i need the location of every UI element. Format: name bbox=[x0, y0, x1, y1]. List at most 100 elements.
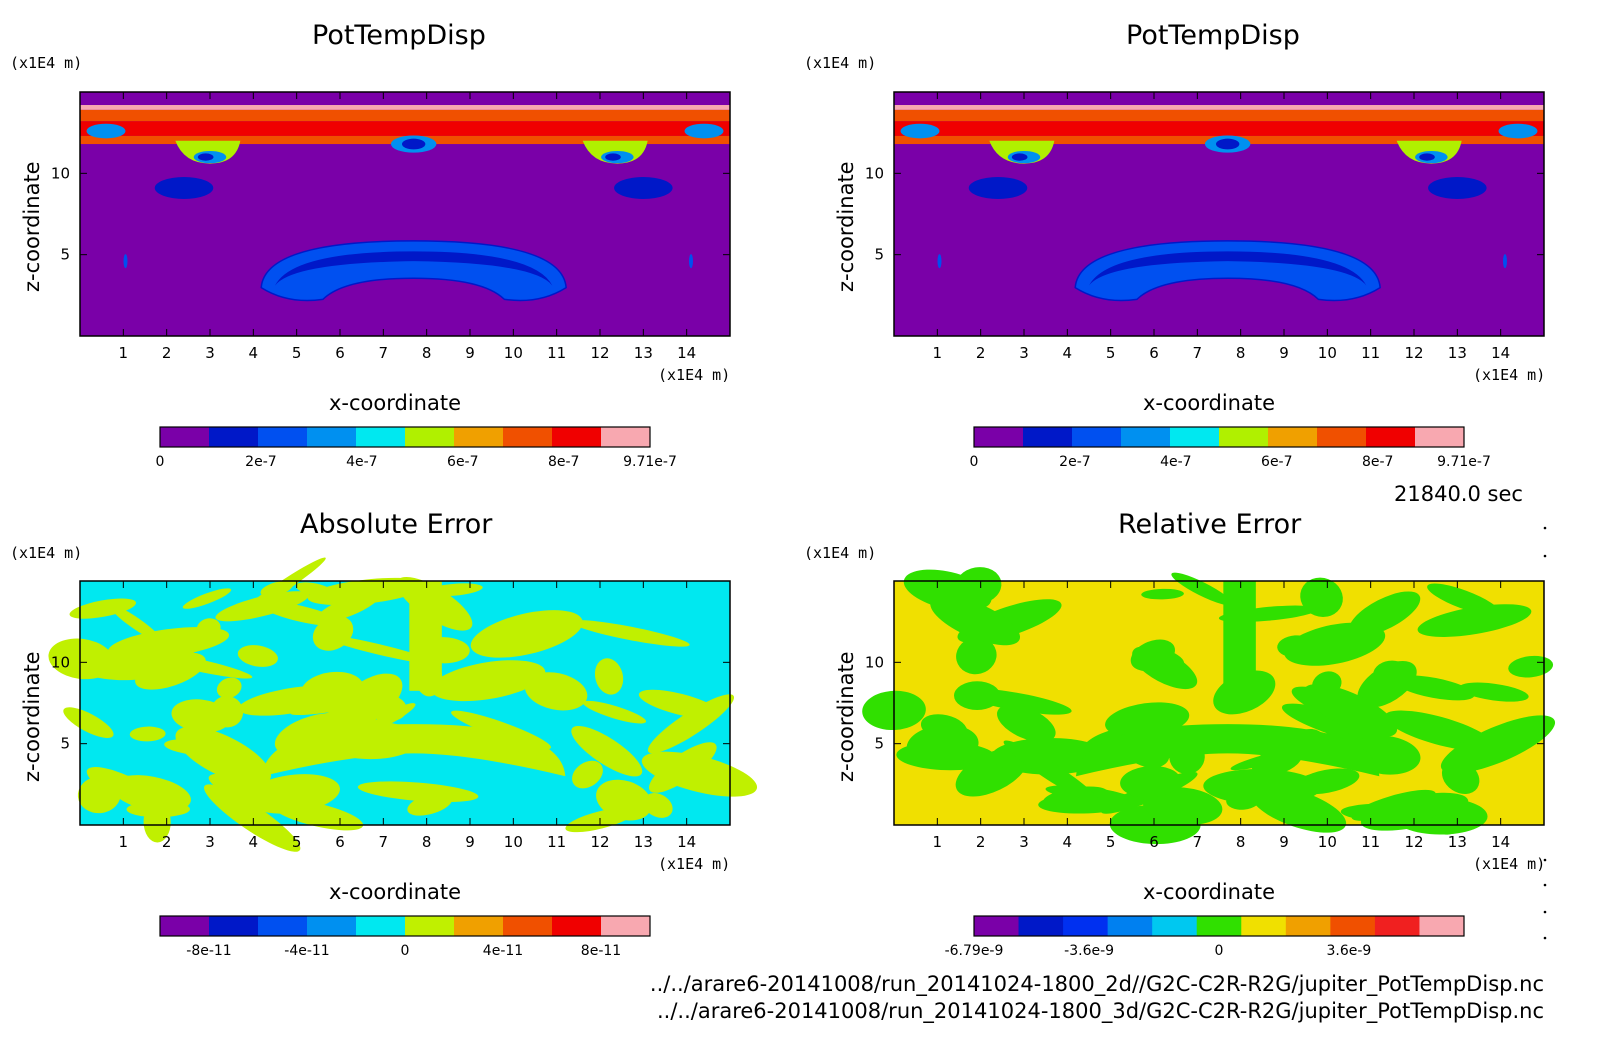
error-patch bbox=[111, 775, 191, 812]
colorbar-frame bbox=[973, 426, 1465, 448]
error-patch bbox=[1142, 787, 1223, 825]
colorbar-tick-label: 2e-7 bbox=[245, 454, 276, 470]
margin-dot bbox=[1543, 936, 1547, 940]
error-patch bbox=[260, 581, 293, 597]
error-patch bbox=[906, 724, 979, 766]
colorbar-swatch bbox=[160, 427, 210, 447]
error-patch bbox=[1438, 723, 1465, 746]
x-tick-label: 9 bbox=[465, 833, 475, 851]
x-tick-label: 8 bbox=[1236, 833, 1246, 851]
x-tick-label: 10 bbox=[504, 833, 523, 851]
lobe-core bbox=[1419, 153, 1435, 161]
x-tick-label: 1 bbox=[933, 833, 943, 851]
y-tick-label: 10 bbox=[865, 164, 884, 182]
colorbar-swatch bbox=[1107, 916, 1153, 936]
colorbar-swatch bbox=[454, 916, 504, 936]
error-patch bbox=[77, 647, 179, 681]
x-tick-label: 14 bbox=[1491, 833, 1510, 851]
panel-title: Relative Error bbox=[1118, 509, 1302, 540]
colorbar-tick-label: 3.6e-9 bbox=[1326, 943, 1371, 959]
y-tick-label: 10 bbox=[51, 653, 70, 671]
y-unit-label: (x1E4 m) bbox=[804, 54, 877, 72]
error-patch bbox=[238, 685, 347, 716]
x-tick-label: 3 bbox=[205, 833, 215, 851]
x-tick-label: 11 bbox=[547, 833, 566, 851]
error-patch bbox=[338, 673, 403, 724]
y-unit-label: (x1E4 m) bbox=[10, 54, 83, 72]
x-tick-label: 2 bbox=[162, 833, 172, 851]
colorbar-swatch bbox=[258, 427, 308, 447]
x-tick-label: 13 bbox=[634, 344, 653, 362]
error-patch bbox=[1440, 715, 1556, 774]
colorbar-tick-label: -8e-11 bbox=[186, 943, 231, 959]
colorbar-swatch bbox=[405, 427, 455, 447]
x-tick-label: 5 bbox=[292, 344, 302, 362]
x-unit-label: (x1E4 m) bbox=[1473, 366, 1546, 384]
colorbar-swatch bbox=[258, 916, 308, 936]
colorbar-swatch bbox=[601, 427, 651, 447]
colorbar-swatch bbox=[1268, 427, 1318, 447]
margin-dot bbox=[1543, 858, 1547, 862]
panel-title: Absolute Error bbox=[300, 509, 493, 540]
y-tick-label: 10 bbox=[865, 653, 884, 671]
colorbar-swatch bbox=[1330, 916, 1376, 936]
x-tick-label: 5 bbox=[1106, 833, 1116, 851]
x-tick-label: 11 bbox=[1361, 344, 1380, 362]
x-tick-label: 14 bbox=[677, 833, 696, 851]
x-tick-label: 3 bbox=[1019, 344, 1029, 362]
edge-swirl bbox=[684, 123, 724, 139]
y-axis-label: z-coordinate bbox=[834, 161, 858, 292]
x-tick-label: 7 bbox=[1193, 344, 1203, 362]
error-patch bbox=[572, 760, 603, 789]
x-tick-label: 14 bbox=[1491, 344, 1510, 362]
top-band bbox=[894, 105, 1544, 110]
colorbar-frame bbox=[159, 915, 651, 937]
small-blob bbox=[937, 254, 942, 269]
y-unit-label: (x1E4 m) bbox=[10, 544, 83, 562]
x-tick-label: 7 bbox=[379, 833, 389, 851]
error-patch bbox=[1459, 682, 1529, 702]
edge-swirl bbox=[86, 123, 126, 139]
x-tick-label: 11 bbox=[1361, 833, 1380, 851]
error-patch bbox=[582, 700, 647, 724]
plot-frame bbox=[893, 91, 1545, 337]
error-patch bbox=[1340, 803, 1437, 823]
colorbar-swatch bbox=[1317, 427, 1367, 447]
error-patch bbox=[129, 726, 166, 742]
x-tick-label: 10 bbox=[1318, 833, 1337, 851]
error-patch bbox=[1508, 655, 1554, 678]
small-blob bbox=[1503, 254, 1507, 269]
error-patch bbox=[524, 672, 588, 711]
colorbar-swatch bbox=[1415, 427, 1465, 447]
colorbar-swatch bbox=[1219, 427, 1269, 447]
colorbar-frame bbox=[973, 915, 1465, 937]
x-tick-label: 7 bbox=[379, 344, 389, 362]
colorbar-swatch bbox=[356, 427, 406, 447]
x-unit-label: (x1E4 m) bbox=[658, 855, 731, 873]
colorbar-swatch bbox=[1170, 427, 1220, 447]
lobe-core bbox=[605, 153, 621, 161]
error-patch bbox=[196, 618, 221, 639]
error-arc bbox=[1076, 724, 1380, 777]
colorbar-swatch bbox=[1241, 916, 1287, 936]
colorbar-swatch bbox=[1072, 427, 1122, 447]
colorbar-tick-label: 0 bbox=[1215, 943, 1224, 959]
colorbar-swatch bbox=[974, 427, 1024, 447]
file-path-3d: ../../arare6-20141008/run_20141024-1800_… bbox=[656, 999, 1544, 1023]
colorbar-tick-label: 0 bbox=[156, 454, 165, 470]
side-blob bbox=[968, 176, 1028, 199]
colorbar-tick-label: -3.6e-9 bbox=[1064, 943, 1114, 959]
x-tick-label: 12 bbox=[1404, 833, 1423, 851]
colorbar-tick-label: 4e-7 bbox=[346, 454, 377, 470]
edge-swirl bbox=[1498, 123, 1538, 139]
x-tick-label: 5 bbox=[292, 833, 302, 851]
x-tick-label: 13 bbox=[634, 833, 653, 851]
x-tick-label: 9 bbox=[1279, 833, 1289, 851]
x-tick-label: 4 bbox=[1063, 344, 1073, 362]
y-tick-label: 5 bbox=[60, 246, 70, 264]
x-axis-label: x-coordinate bbox=[329, 391, 462, 415]
x-tick-label: 2 bbox=[976, 833, 986, 851]
colorbar-swatch bbox=[1374, 916, 1420, 936]
center-feature bbox=[1215, 138, 1240, 150]
